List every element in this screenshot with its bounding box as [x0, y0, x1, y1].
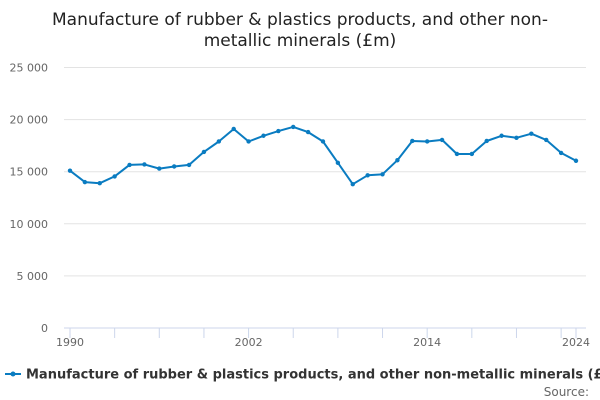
data-point — [305, 129, 311, 135]
data-point — [439, 137, 445, 143]
y-tick-label: 0 — [41, 322, 48, 335]
x-tick-label: 1990 — [56, 336, 84, 349]
data-point — [484, 138, 489, 144]
x-tick-label: 2002 — [235, 336, 263, 349]
y-tick-label: 5 000 — [17, 270, 49, 283]
data-point — [127, 162, 132, 168]
data-point — [276, 128, 281, 134]
data-point — [335, 160, 341, 166]
y-tick-label: 20 000 — [10, 114, 49, 127]
data-point — [410, 138, 415, 144]
data-point — [424, 139, 430, 144]
y-tick-label: 10 000 — [10, 218, 49, 231]
data-point — [216, 139, 222, 144]
data-point — [529, 131, 534, 136]
data-point — [231, 126, 236, 132]
data-point — [544, 137, 549, 143]
y-tick-label: 25 000 — [10, 62, 49, 75]
data-point — [350, 182, 355, 187]
data-point — [291, 124, 296, 130]
data-point — [454, 151, 460, 157]
y-tick-label: 15 000 — [10, 166, 49, 179]
legend-label: Manufacture of rubber & plastics product… — [26, 368, 600, 383]
data-point — [469, 151, 475, 157]
data-point — [261, 133, 266, 138]
data-point — [514, 135, 519, 141]
data-point — [320, 139, 326, 144]
legend[interactable]: Manufacture of rubber & plastics product… — [5, 368, 600, 383]
data-point — [186, 162, 192, 168]
data-point — [395, 158, 400, 163]
data-point — [171, 164, 177, 169]
data-point — [365, 173, 370, 178]
data-point — [558, 150, 564, 156]
data-point — [82, 179, 88, 185]
x-tick-label: 2024 — [562, 336, 590, 349]
legend-marker-icon — [10, 371, 16, 377]
data-point — [67, 168, 73, 173]
data-point — [246, 139, 251, 144]
data-point — [142, 162, 147, 167]
data-point — [499, 133, 504, 138]
data-point — [157, 166, 162, 171]
data-point — [112, 174, 117, 179]
data-point — [380, 172, 385, 177]
data-point — [201, 149, 207, 155]
chart-title-line-1: Manufacture of rubber & plastics product… — [52, 10, 548, 30]
chart-title-line-2: metallic minerals (£m) — [204, 31, 397, 51]
data-point — [97, 180, 102, 186]
data-point — [573, 158, 579, 163]
source-label: Source: — [544, 385, 589, 399]
x-tick-label: 2014 — [413, 336, 441, 349]
